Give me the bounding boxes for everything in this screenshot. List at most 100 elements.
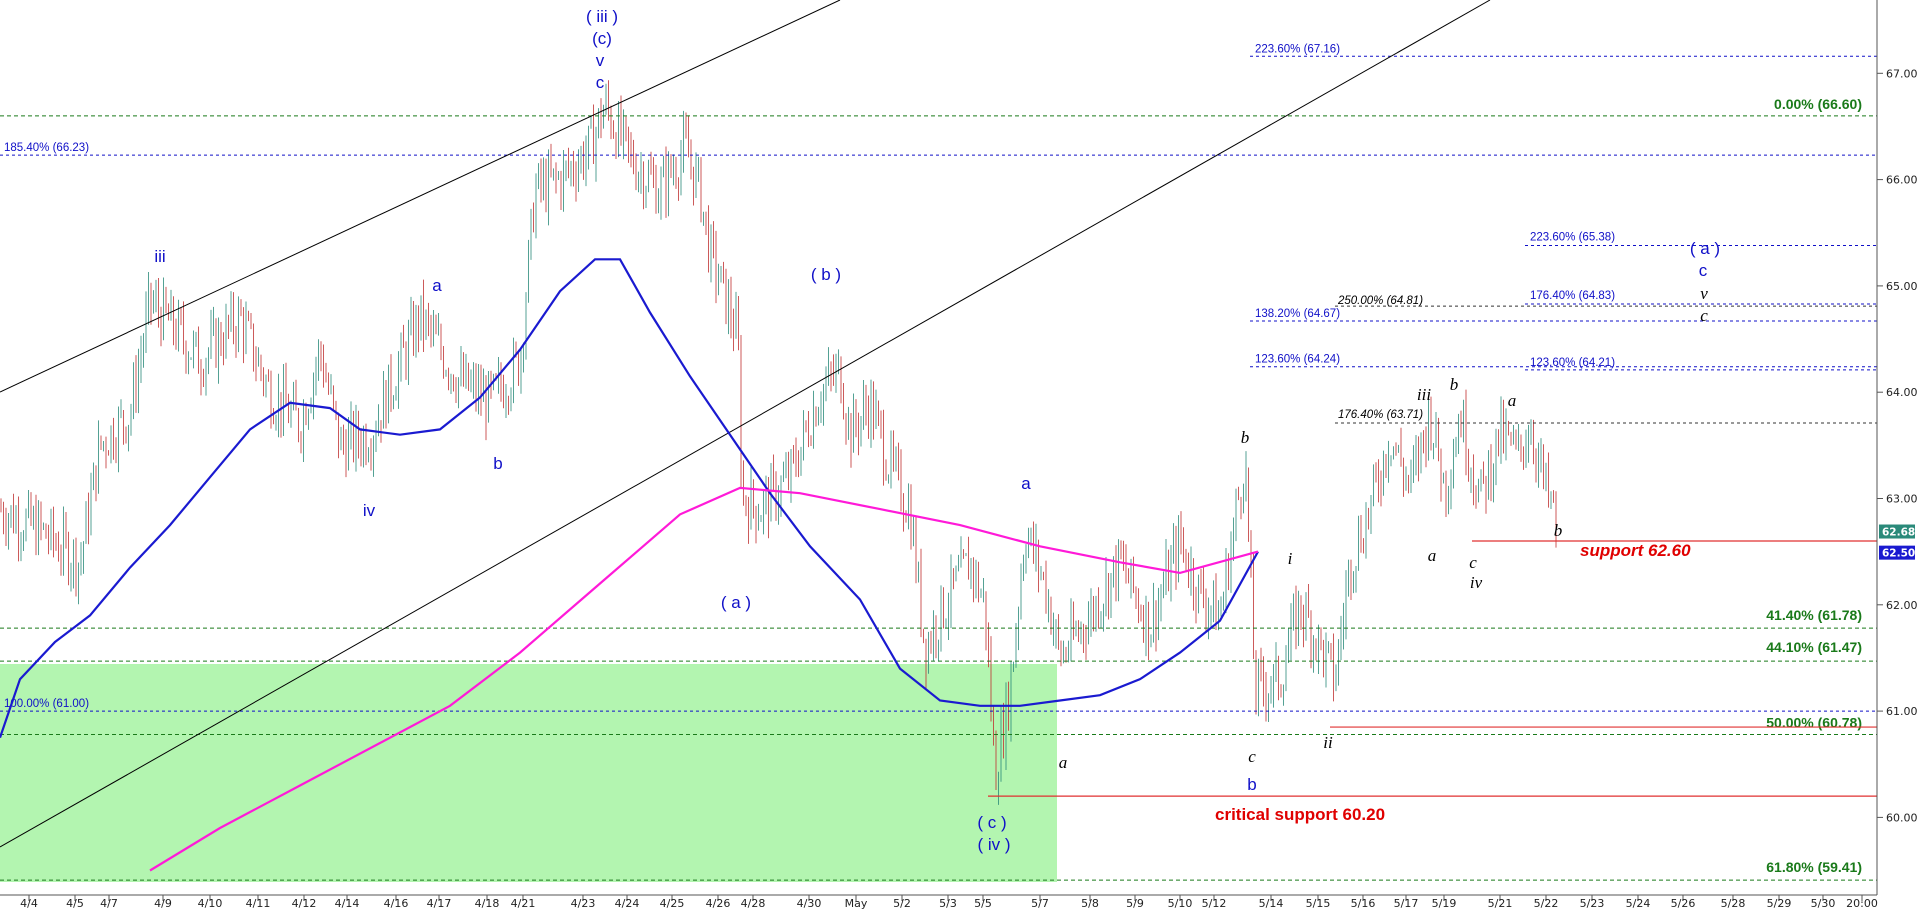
- x-tick-label: 4/16: [384, 897, 409, 909]
- x-tick-label: 4/30: [797, 897, 822, 909]
- x-tick-label: 4/11: [246, 897, 271, 909]
- x-tick-label: 5/2: [893, 897, 911, 909]
- wave-label: (c): [592, 29, 612, 48]
- fib-level-label: 250.00% (64.81): [1337, 295, 1423, 307]
- channel-line-upper: [0, 0, 841, 393]
- fib-level-label: 123.60% (64.24): [1255, 354, 1340, 366]
- fib-level-label: 61.80% (59.41): [1766, 859, 1862, 875]
- x-tick-label: 4/10: [198, 897, 223, 909]
- wave-label: a: [1021, 474, 1031, 493]
- wave-label: ( b ): [811, 265, 841, 284]
- price-tag: [1879, 545, 1915, 560]
- y-tick-label: 60.00: [1886, 811, 1917, 824]
- moving-average-blue: [0, 258, 1259, 739]
- wave-label: ( iv ): [977, 835, 1010, 854]
- fib-level-label: 0.00% (66.60): [1774, 96, 1862, 112]
- x-tick-label: 5/3: [939, 897, 957, 909]
- wave-label: a: [432, 276, 442, 295]
- support-label: critical support 60.20: [1215, 805, 1385, 824]
- fib-level-label: 176.40% (63.71): [1338, 409, 1423, 421]
- fib-level-label: 185.40% (66.23): [4, 142, 89, 154]
- fib-level-label: 44.10% (61.47): [1766, 639, 1862, 655]
- wave-label: a: [1508, 391, 1517, 410]
- x-tick-label: 4/23: [571, 897, 596, 909]
- x-tick-label: 5/8: [1081, 897, 1099, 909]
- wave-label: iii: [154, 247, 165, 266]
- fib-level-label: 223.60% (65.38): [1530, 232, 1615, 244]
- y-tick-label: 66.00: [1886, 174, 1917, 187]
- price-tag-label: 62.68: [1882, 527, 1915, 539]
- x-tick-label: 4/25: [660, 897, 685, 909]
- trend-channel: [0, 0, 1491, 848]
- x-tick-label: 5/23: [1580, 897, 1605, 909]
- wave-label: b: [1450, 375, 1459, 394]
- wave-label: iii: [1417, 385, 1431, 404]
- price-candles: [0, 80, 1557, 805]
- x-tick-label: 5/26: [1671, 897, 1696, 909]
- level-lines: 0.00% (66.60) 41.40% (61.78) 44.10% (61.47…: [0, 43, 1877, 881]
- wave-label: c: [1248, 747, 1256, 766]
- fib-level-label: 223.60% (67.16): [1255, 43, 1340, 55]
- wave-label: a: [1428, 546, 1437, 565]
- wave-label: b: [1241, 428, 1250, 447]
- x-tick-label: 5/29: [1767, 897, 1792, 909]
- x-tick-label: 4/5: [66, 897, 84, 909]
- x-tick-label: 4/9: [154, 897, 172, 909]
- wave-label: c: [596, 73, 605, 92]
- wave-label: ( iii ): [586, 7, 618, 26]
- x-tick-label: 5/16: [1351, 897, 1376, 909]
- wave-label: iv: [1470, 573, 1483, 592]
- x-tick-label: 5/15: [1306, 897, 1331, 909]
- x-tick-label: 5/9: [1126, 897, 1144, 909]
- x-tick-label: 4/18: [475, 897, 500, 909]
- x-tick-label: 5/12: [1202, 897, 1227, 909]
- wave-label: ( a ): [721, 593, 751, 612]
- x-tick-label: 5/21: [1488, 897, 1513, 909]
- wave-label: b: [1554, 521, 1563, 540]
- fib-level-label: 100.00% (61.00): [4, 698, 89, 710]
- x-tick-label: 5/30: [1811, 897, 1836, 909]
- wave-label: ( a ): [1690, 239, 1720, 258]
- moving-averages: [0, 258, 1259, 872]
- x-tick-label: 4/4: [20, 897, 38, 909]
- wave-label: b: [1247, 775, 1256, 794]
- fib-level-label: 41.40% (61.78): [1766, 607, 1862, 623]
- x-tick-label: 5/14: [1259, 897, 1284, 909]
- y-tick-label: 61.00: [1886, 705, 1917, 718]
- fib-level-label: 50.00% (60.78): [1766, 714, 1862, 730]
- channel-line-lower: [0, 0, 1491, 848]
- y-tick-label: 67.00: [1886, 67, 1917, 80]
- x-tick-label: 5/19: [1432, 897, 1457, 909]
- wave-label: ( c ): [977, 813, 1006, 832]
- x-tick-label: 5/28: [1721, 897, 1746, 909]
- x-tick-label: 5/7: [1031, 897, 1049, 909]
- y-tick-label: 63.00: [1886, 493, 1917, 506]
- x-tick-label: 4/14: [335, 897, 360, 909]
- wave-label: iv: [363, 501, 376, 520]
- x-tick-label: May: [845, 897, 868, 909]
- target-zone: [0, 664, 1057, 882]
- wave-label: c: [1700, 306, 1708, 325]
- x-tick-label: 5/24: [1626, 897, 1651, 909]
- y-tick-label: 65.00: [1886, 280, 1917, 293]
- x-tick-label: 4/24: [615, 897, 640, 909]
- fib-level-label: 123.60% (64.21): [1530, 357, 1615, 369]
- x-tick-label: 4/7: [100, 897, 118, 909]
- x-tick-label: 4/28: [741, 897, 766, 909]
- x-tick-label: 5/22: [1534, 897, 1559, 909]
- price-tag: [1879, 524, 1915, 539]
- fib-level-label: 176.40% (64.83): [1530, 290, 1615, 302]
- wave-label: c: [1699, 261, 1708, 280]
- wave-label: i: [1288, 549, 1293, 568]
- wave-label: a: [1059, 753, 1068, 772]
- x-tick-label: 4/26: [706, 897, 731, 909]
- wave-label: c: [1469, 553, 1477, 572]
- x-tick-label: 4/21: [511, 897, 536, 909]
- x-tick-label: 5/10: [1168, 897, 1193, 909]
- y-tick-label: 62.00: [1886, 599, 1917, 612]
- x-tick-label: 4/12: [292, 897, 317, 909]
- fib-level-label: 138.20% (64.67): [1255, 308, 1340, 320]
